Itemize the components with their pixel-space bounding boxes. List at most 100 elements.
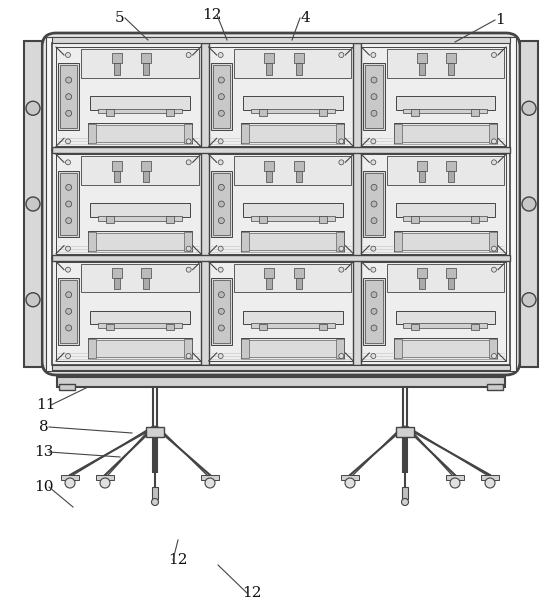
Circle shape: [371, 267, 376, 272]
Bar: [143, 278, 149, 290]
Bar: [489, 339, 497, 358]
Bar: [60, 65, 77, 128]
Bar: [363, 278, 385, 344]
Bar: [337, 339, 344, 358]
Bar: [293, 161, 304, 170]
Bar: [412, 216, 419, 223]
Bar: [394, 124, 497, 145]
Circle shape: [402, 499, 408, 506]
Bar: [88, 124, 96, 143]
Bar: [481, 475, 499, 480]
Bar: [396, 232, 494, 250]
Bar: [234, 264, 351, 292]
Bar: [106, 216, 114, 223]
Bar: [58, 278, 80, 344]
Bar: [241, 339, 249, 358]
Bar: [46, 37, 516, 371]
Bar: [417, 161, 427, 170]
Text: 1: 1: [495, 13, 505, 27]
Text: 5: 5: [115, 11, 125, 25]
Bar: [57, 377, 505, 387]
Text: 11: 11: [36, 398, 56, 412]
Bar: [264, 268, 274, 278]
Bar: [520, 41, 538, 367]
Bar: [184, 232, 192, 251]
Text: 12: 12: [242, 586, 262, 600]
Bar: [91, 340, 189, 357]
Bar: [52, 148, 510, 153]
Bar: [241, 124, 249, 143]
Circle shape: [186, 267, 191, 272]
Circle shape: [66, 52, 71, 57]
Bar: [361, 47, 506, 146]
Bar: [241, 338, 344, 359]
Bar: [52, 37, 510, 43]
Bar: [264, 54, 274, 63]
Circle shape: [371, 325, 377, 331]
Circle shape: [66, 139, 71, 144]
Text: 8: 8: [39, 420, 49, 434]
Bar: [489, 232, 497, 251]
Bar: [412, 323, 419, 330]
Circle shape: [66, 110, 72, 116]
Bar: [114, 278, 120, 290]
Bar: [403, 109, 487, 113]
Circle shape: [371, 93, 377, 100]
Bar: [264, 161, 274, 170]
Bar: [319, 109, 326, 116]
Bar: [24, 41, 42, 367]
Circle shape: [66, 246, 71, 251]
Circle shape: [205, 478, 215, 488]
Bar: [143, 170, 149, 182]
Bar: [446, 161, 456, 170]
Circle shape: [218, 93, 225, 100]
Text: 4: 4: [300, 11, 310, 25]
Bar: [244, 232, 341, 250]
Bar: [361, 261, 506, 361]
Bar: [472, 109, 479, 116]
Bar: [403, 216, 487, 221]
Bar: [402, 487, 408, 499]
Bar: [251, 109, 334, 113]
Bar: [59, 384, 75, 390]
Bar: [446, 268, 456, 278]
Text: 13: 13: [34, 445, 54, 459]
Bar: [58, 171, 80, 237]
Bar: [395, 203, 495, 217]
Circle shape: [66, 292, 72, 298]
Bar: [244, 125, 341, 142]
Circle shape: [339, 160, 344, 165]
Circle shape: [339, 354, 344, 359]
Bar: [90, 96, 190, 109]
Bar: [88, 232, 96, 251]
Bar: [403, 323, 487, 328]
Bar: [60, 280, 77, 343]
Bar: [251, 323, 334, 328]
Circle shape: [450, 478, 460, 488]
Bar: [200, 43, 209, 365]
Bar: [52, 255, 510, 261]
Bar: [417, 268, 427, 278]
Bar: [166, 109, 174, 116]
Bar: [52, 43, 204, 150]
Bar: [234, 49, 351, 77]
Circle shape: [66, 354, 71, 359]
Bar: [81, 156, 199, 185]
Bar: [487, 384, 503, 390]
Circle shape: [371, 52, 376, 57]
Bar: [96, 475, 114, 480]
Circle shape: [371, 354, 376, 359]
Circle shape: [152, 499, 158, 506]
Circle shape: [218, 77, 225, 83]
Circle shape: [339, 246, 344, 251]
Circle shape: [492, 52, 497, 57]
Circle shape: [345, 478, 355, 488]
Bar: [143, 63, 149, 75]
Bar: [56, 47, 200, 146]
Bar: [106, 109, 114, 116]
Bar: [251, 216, 334, 221]
Bar: [52, 365, 510, 370]
Bar: [353, 43, 361, 365]
Bar: [396, 427, 414, 437]
Circle shape: [66, 218, 72, 224]
